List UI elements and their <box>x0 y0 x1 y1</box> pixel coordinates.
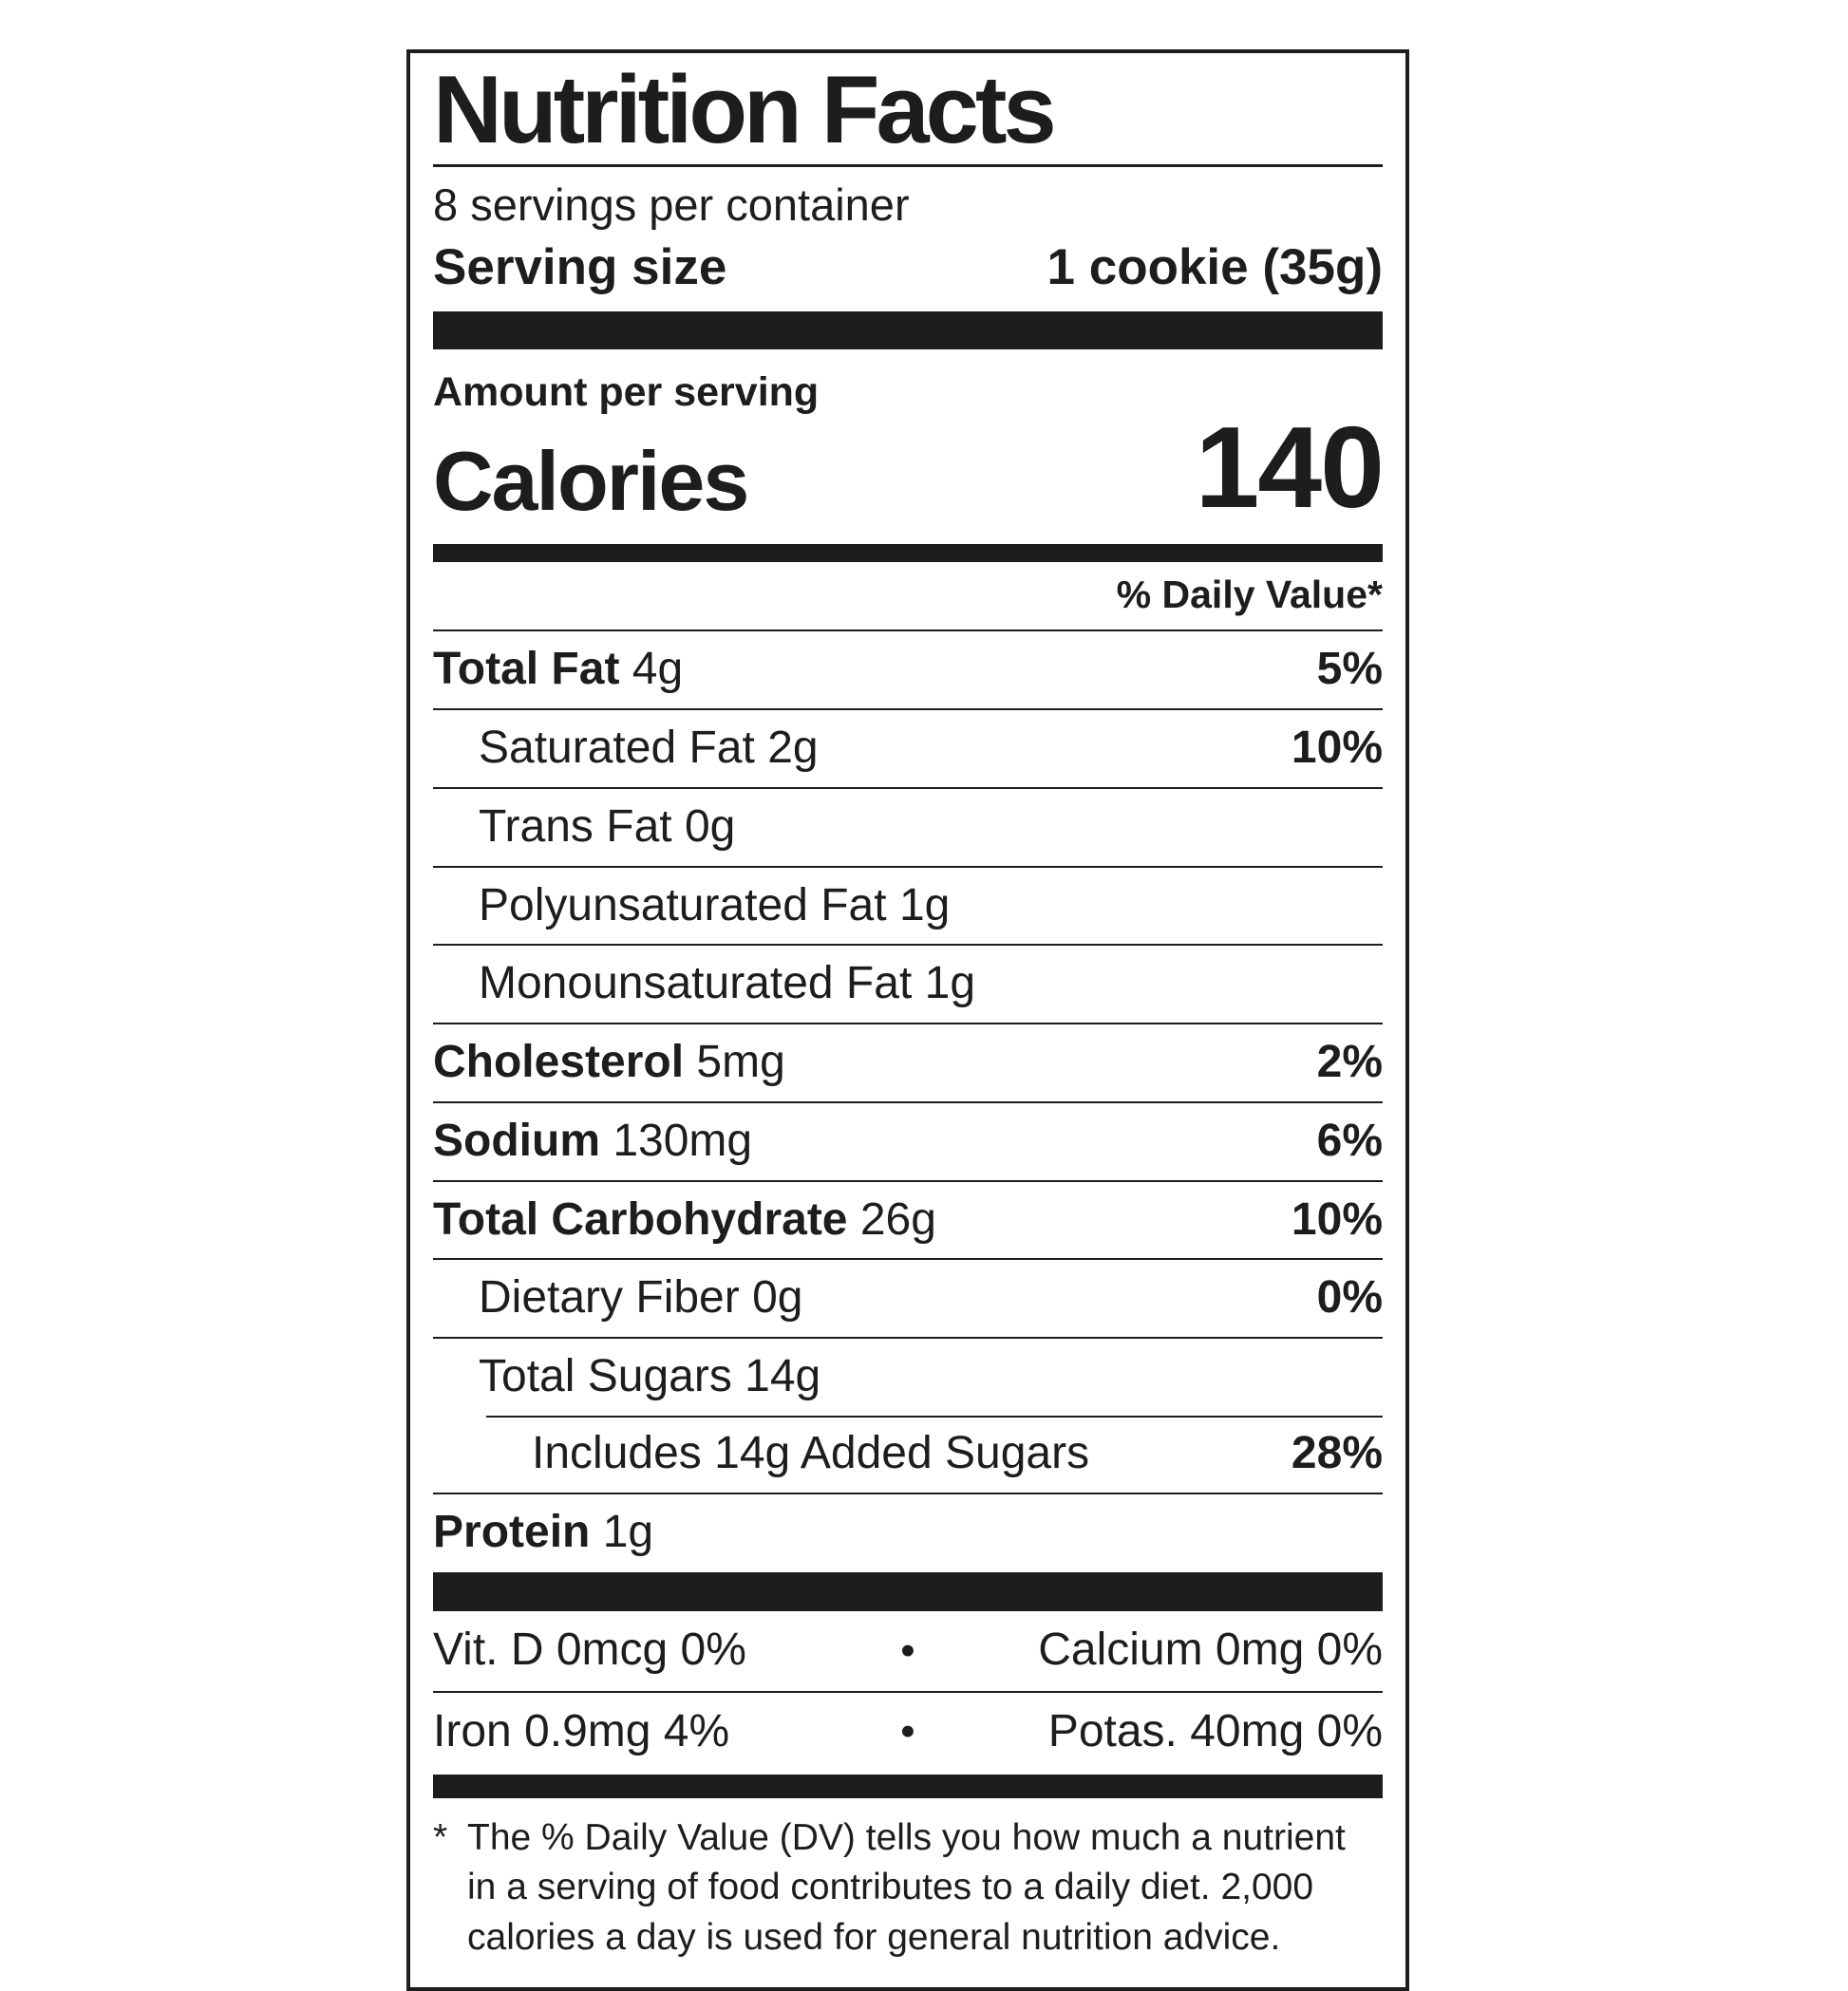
micronutrient-row-2: Iron 0.9mg 4% • Potas. 40mg 0% <box>433 1691 1383 1773</box>
nutrient-name-amount: Saturated Fat 2g <box>479 723 819 774</box>
nutrient-dv: 10% <box>1291 723 1383 774</box>
nutrition-facts-label: Nutrition Facts 8 servings per container… <box>406 49 1409 1991</box>
nutrient-dv: 0% <box>1316 1272 1383 1324</box>
nutrient-row-total-carbohydrate: Total Carbohydrate 26g 10% <box>433 1179 1383 1259</box>
nutrient-name-amount: Polyunsaturated Fat 1g <box>479 879 951 930</box>
medium-bar-calories <box>433 544 1383 563</box>
nutrient-row-monounsaturated-fat: Monounsaturated Fat 1g <box>433 944 1383 1023</box>
amount-per-serving-label: Amount per serving <box>433 369 820 416</box>
calories-label: Calories <box>433 434 749 529</box>
nutrient-name-amount: Trans Fat 0g <box>479 800 736 852</box>
nutrient-row-trans-fat: Trans Fat 0g <box>433 786 1383 866</box>
nutrient-name-amount: Dietary Fiber 0g <box>479 1272 803 1324</box>
nutrient-name-amount: Total Sugars 14g <box>479 1351 821 1402</box>
label-title: Nutrition Facts <box>433 57 1057 163</box>
nutrient-dv: 10% <box>1291 1193 1383 1245</box>
nutrient-name-amount: Total Fat 4g <box>433 644 684 695</box>
nutrient-row-total-fat: Total Fat 4g 5% <box>433 629 1383 708</box>
nutrient-name-amount: Protein 1g <box>433 1506 654 1557</box>
iron-value: Iron 0.9mg 4% <box>433 1706 730 1757</box>
nutrient-row-dietary-fiber: Dietary Fiber 0g 0% <box>433 1258 1383 1337</box>
nutrient-row-polyunsaturated-fat: Polyunsaturated Fat 1g <box>433 865 1383 945</box>
footnote-text: The % Daily Value (DV) tells you how muc… <box>467 1817 1346 1958</box>
calcium-value: Calcium 0mg 0% <box>1038 1625 1383 1676</box>
nutrient-dv: 2% <box>1316 1037 1383 1088</box>
nutrient-dv: 28% <box>1291 1427 1383 1478</box>
calories-value: 140 <box>1195 403 1385 533</box>
thick-bar-protein <box>433 1572 1383 1612</box>
nutrient-row-cholesterol: Cholesterol 5mg 2% <box>433 1023 1383 1101</box>
nutrient-row-protein: Protein 1g <box>433 1492 1383 1571</box>
thick-bar-footnote <box>433 1775 1383 1798</box>
vitamin-d-value: Vit. D 0mcg 0% <box>433 1625 746 1676</box>
daily-value-header: % Daily Value* <box>1116 573 1383 617</box>
serving-size-row: Serving size 1 cookie (35g) <box>433 237 1383 298</box>
serving-size-value: 1 cookie (35g) <box>1047 239 1383 296</box>
thick-bar-serving <box>433 311 1383 350</box>
nutrient-row-added-sugars: Includes 14g Added Sugars 28% <box>433 1415 1383 1493</box>
nutrient-name-amount: Includes 14g Added Sugars <box>532 1427 1090 1478</box>
servings-per-container: 8 servings per container <box>433 179 910 231</box>
bullet-separator-icon: • <box>900 1708 915 1756</box>
title-divider <box>433 164 1383 168</box>
nutrient-dv: 5% <box>1316 644 1383 695</box>
daily-value-footnote: * The % Daily Value (DV) tells you how m… <box>433 1813 1383 1963</box>
nutrient-name-amount: Monounsaturated Fat 1g <box>479 958 976 1009</box>
page-background: Nutrition Facts 8 servings per container… <box>406 49 1409 1991</box>
nutrient-row-saturated-fat: Saturated Fat 2g 10% <box>433 708 1383 787</box>
nutrient-dv: 6% <box>1316 1115 1383 1166</box>
calories-row: Calories 140 <box>433 409 1385 529</box>
potassium-value: Potas. 40mg 0% <box>1047 1706 1383 1757</box>
nutrient-name-amount: Total Carbohydrate 26g <box>433 1193 936 1245</box>
nutrient-name-amount: Sodium 130mg <box>433 1115 753 1166</box>
serving-size-label: Serving size <box>433 239 727 296</box>
footnote-asterisk: * <box>433 1817 448 1858</box>
bullet-separator-icon: • <box>900 1626 915 1674</box>
nutrient-row-sodium: Sodium 130mg 6% <box>433 1100 1383 1180</box>
nutrient-name-amount: Cholesterol 5mg <box>433 1037 785 1088</box>
nutrient-row-total-sugars: Total Sugars 14g <box>433 1337 1383 1416</box>
micronutrient-row-1: Vit. D 0mcg 0% • Calcium 0mg 0% <box>433 1611 1383 1691</box>
